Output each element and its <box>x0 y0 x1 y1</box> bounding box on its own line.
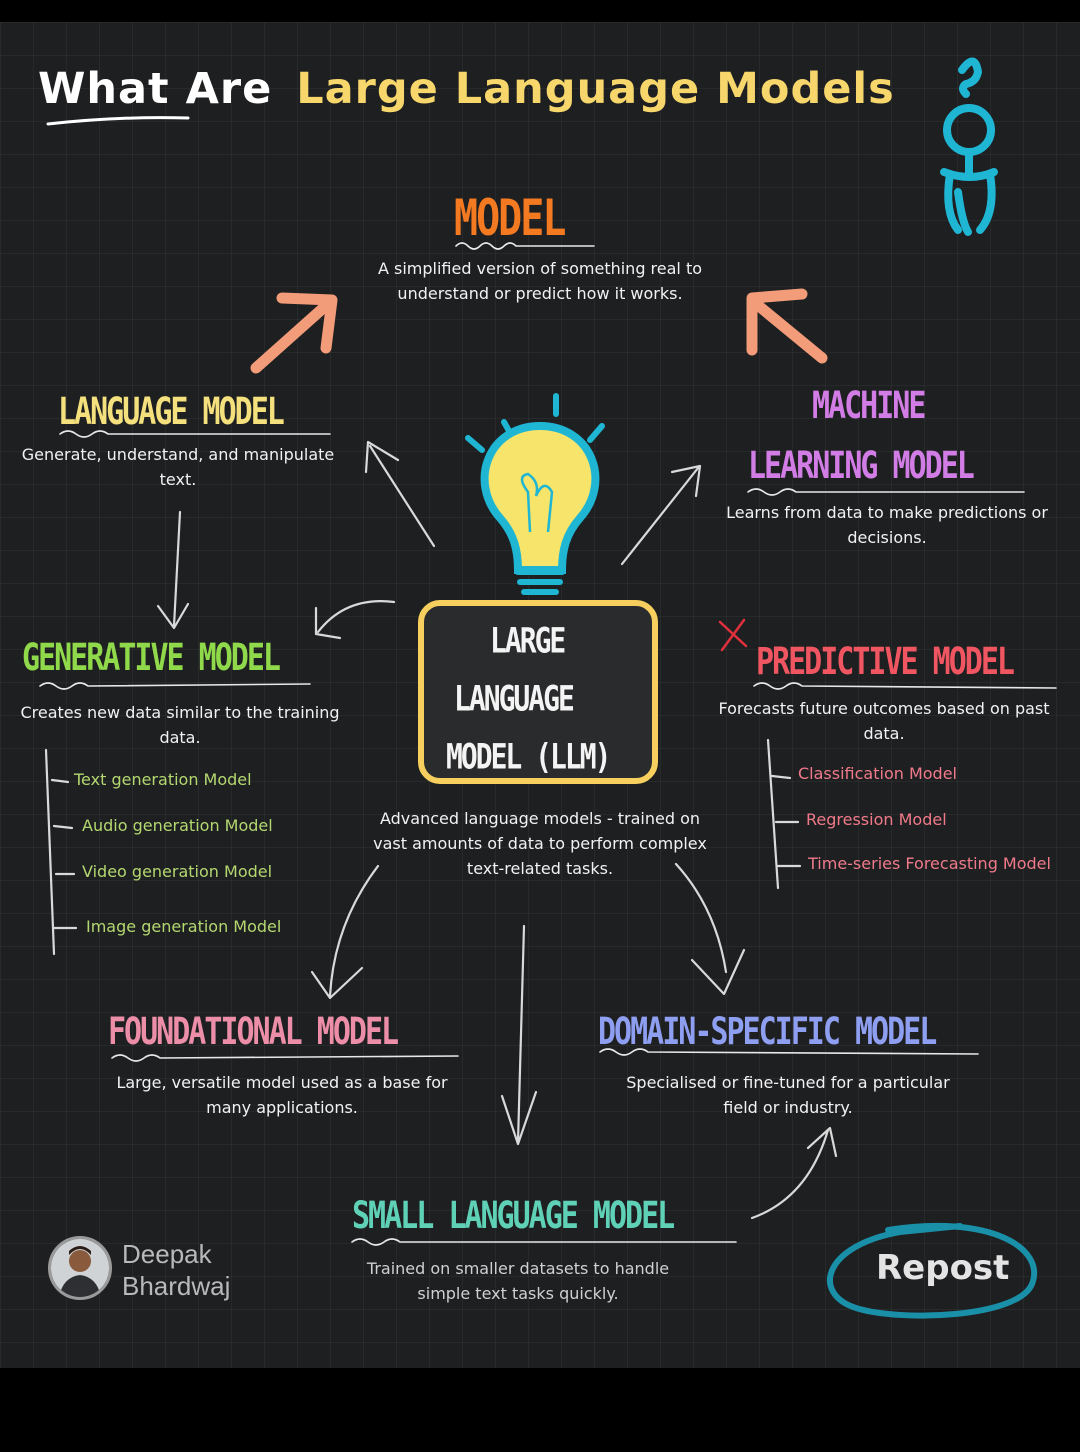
heading-underlines <box>39 242 1057 1246</box>
llm-desc-line3: text-related tasks. <box>466 859 614 878</box>
predictive-model-heading: PREDICTIVE MODEL <box>756 640 1015 684</box>
ml-model-description: Learns from data to make predictions or … <box>712 500 1062 550</box>
generative-item-text: Text generation Model <box>74 770 252 789</box>
connector-arrows <box>44 288 838 1220</box>
generative-model-description: Creates new data similar to the training… <box>10 700 350 750</box>
predictive-item-timeseries: Time-series Forecasting Model <box>808 854 1051 873</box>
domain-specific-model-desc-line2: field or industry. <box>723 1098 853 1117</box>
title-part-white: What Are <box>38 64 273 114</box>
repost-button[interactable]: Repost <box>876 1248 1010 1288</box>
model-desc-line1: A simplified version of something real t… <box>377 259 703 278</box>
lightbulb-icon <box>465 393 605 595</box>
predictive-model-description: Forecasts future outcomes based on past … <box>710 696 1058 746</box>
llm-description: Advanced language models - trained on va… <box>360 806 720 881</box>
predictive-item-classification: Classification Model <box>798 764 957 783</box>
ml-model-heading-line1: MACHINE <box>812 384 926 428</box>
title-underline <box>46 116 190 126</box>
ml-model-heading-line2: LEARNING MODEL <box>748 444 975 488</box>
author-name: Deepak Bhardwaj <box>122 1238 230 1302</box>
domain-specific-model-description: Specialised or fine-tuned for a particul… <box>600 1070 976 1120</box>
predictive-model-desc-line1: Forecasts future outcomes based on past <box>718 699 1050 718</box>
repost-circle <box>827 1223 1037 1319</box>
small-language-model-desc-line1: Trained on smaller datasets to handle <box>366 1259 670 1278</box>
generative-item-video: Video generation Model <box>82 862 273 881</box>
domain-specific-model-desc-line1: Specialised or fine-tuned for a particul… <box>626 1073 950 1092</box>
generative-model-heading: GENERATIVE MODEL <box>22 636 281 680</box>
llm-line2: LANGUAGE <box>454 678 575 720</box>
person-avatar-icon <box>51 1239 109 1297</box>
llm-line3: MODEL (LLM) <box>446 736 611 778</box>
small-language-model-heading: SMALL LANGUAGE MODEL <box>352 1194 675 1238</box>
foundational-model-description: Large, versatile model used as a base fo… <box>100 1070 464 1120</box>
predictive-item-regression: Regression Model <box>806 810 947 829</box>
generative-model-desc-line2: data. <box>159 728 201 747</box>
model-heading: MODEL <box>454 190 566 248</box>
avatar <box>48 1236 112 1300</box>
author-last-name: Bhardwaj <box>122 1271 231 1301</box>
foundational-model-desc-line1: Large, versatile model used as a base fo… <box>116 1073 448 1092</box>
llm-line1: LARGE <box>490 620 566 662</box>
domain-specific-model-heading: DOMAIN-SPECIFIC MODEL <box>598 1010 937 1054</box>
diagram-board: What Are Large Language Models <box>0 22 1080 1368</box>
person-figure-icon <box>940 57 998 236</box>
model-desc-line2: understand or predict how it works. <box>397 284 683 303</box>
ml-model-desc-line1: Learns from data to make predictions or <box>726 503 1048 522</box>
foundational-model-heading: FOUNDATIONAL MODEL <box>108 1010 399 1054</box>
small-language-model-description: Trained on smaller datasets to handle si… <box>340 1256 696 1306</box>
author-first-name: Deepak <box>122 1239 212 1269</box>
predictive-model-desc-line2: data. <box>863 724 905 743</box>
generative-model-desc-line1: Creates new data similar to the training <box>20 703 340 722</box>
language-model-desc-line2: text. <box>159 470 197 489</box>
foundational-model-desc-line2: many applications. <box>206 1098 358 1117</box>
llm-desc-line2: vast amounts of data to perform complex <box>373 834 707 853</box>
generative-item-image: Image generation Model <box>86 917 282 936</box>
small-language-model-desc-line2: simple text tasks quickly. <box>417 1284 619 1303</box>
title-part-yellow: Large Language Models <box>296 64 895 114</box>
generative-item-audio: Audio generation Model <box>82 816 273 835</box>
language-model-description: Generate, understand, and manipulate tex… <box>18 442 338 492</box>
ml-model-desc-line2: decisions. <box>847 528 927 547</box>
page-title: What Are Large Language Models <box>38 64 895 114</box>
language-model-desc-line1: Generate, understand, and manipulate <box>21 445 335 464</box>
llm-box: LARGE LANGUAGE MODEL (LLM) <box>418 600 658 784</box>
llm-desc-line1: Advanced language models - trained on <box>379 809 701 828</box>
model-description: A simplified version of something real t… <box>320 256 760 306</box>
language-model-heading: LANGUAGE MODEL <box>58 390 285 434</box>
